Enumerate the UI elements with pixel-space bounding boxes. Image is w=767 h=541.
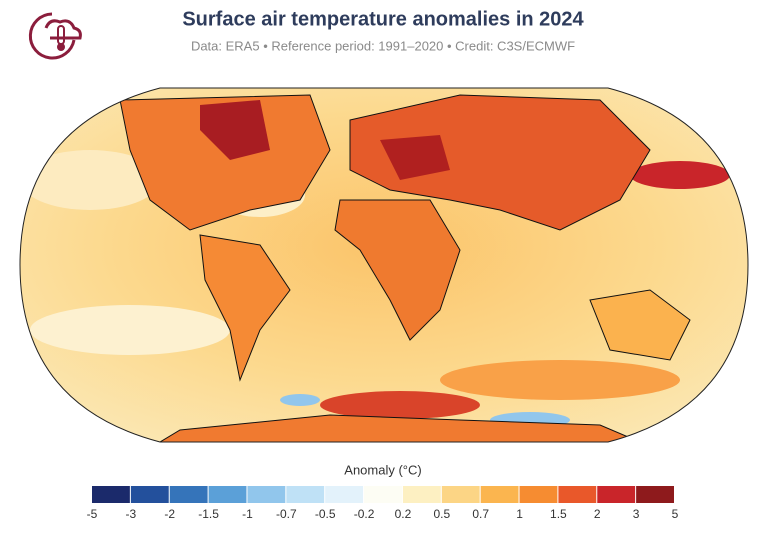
colorbar-bin xyxy=(441,486,480,503)
colorbar-tick-label: 0.5 xyxy=(433,507,450,521)
title: Surface air temperature anomalies in 202… xyxy=(182,8,584,30)
map-border xyxy=(19,87,749,443)
colorbar-bin xyxy=(286,486,325,503)
colorbar-tick-label: 2 xyxy=(594,507,601,521)
colorbar-bin xyxy=(558,486,597,503)
colorbar-bin xyxy=(636,486,674,503)
colorbar-tick-label: -1 xyxy=(242,507,253,521)
colorbar-tick-label: 5 xyxy=(672,507,679,521)
colorbar-bin xyxy=(247,486,286,503)
colorbar-tick-label: -2 xyxy=(164,507,175,521)
colorbar-tick-label: -3 xyxy=(126,507,137,521)
colorbar-bin xyxy=(92,486,130,503)
colorbar-bin xyxy=(208,486,247,503)
subtitle: Data: ERA5 • Reference period: 1991–2020… xyxy=(191,38,575,53)
logo xyxy=(28,12,82,60)
colorbar-tick-label: -0.5 xyxy=(315,507,336,521)
colorbar-tick-label: -0.7 xyxy=(276,507,297,521)
colorbar-bin xyxy=(169,486,208,503)
colorbar-bin xyxy=(597,486,636,503)
colorbar-bin xyxy=(325,486,364,503)
colorbar-tick-label: 1.5 xyxy=(550,507,567,521)
colorbar-bin xyxy=(130,486,169,503)
map xyxy=(20,88,748,442)
colorbar-bin xyxy=(519,486,558,503)
colorbar-label: Anomaly (°C) xyxy=(344,462,421,477)
colorbar-tick-label: -1.5 xyxy=(198,507,219,521)
colorbar-tick-label: -0.2 xyxy=(354,507,375,521)
colorbar-tick-label: 0.2 xyxy=(395,507,412,521)
colorbar-bin xyxy=(364,486,402,503)
colorbar-tick-label: 1 xyxy=(516,507,523,521)
colorbar-tick-label: 0.7 xyxy=(472,507,489,521)
colorbar-bin xyxy=(480,486,519,503)
colorbar-tick-label: -5 xyxy=(87,507,98,521)
colorbar-tick-label: 3 xyxy=(633,507,640,521)
colorbar: -5 -3 -2 -1.5 -1 -0.7 -0.5 -0.2 0.2 0.5 0.7 1 1.5 2 3 5 xyxy=(87,486,679,521)
colorbar-bin xyxy=(402,486,441,503)
